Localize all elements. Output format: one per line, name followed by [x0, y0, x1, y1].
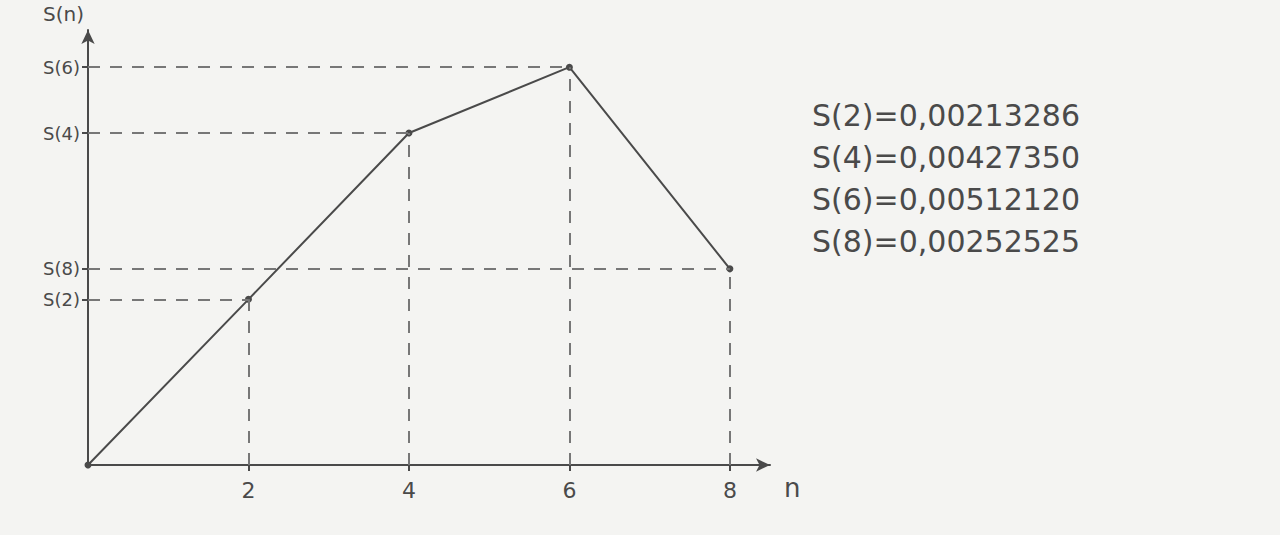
svg-text:4: 4: [402, 478, 416, 503]
svg-text:2: 2: [241, 478, 255, 503]
svg-text:8: 8: [723, 478, 737, 503]
svg-text:S(n): S(n): [43, 2, 84, 26]
svg-text:S(8)=0,00252525: S(8)=0,00252525: [812, 224, 1080, 259]
svg-text:S(6)=0,00512120: S(6)=0,00512120: [812, 182, 1080, 217]
svg-text:S(8): S(8): [43, 258, 80, 279]
svg-text:n: n: [784, 473, 800, 503]
svg-text:S(2): S(2): [43, 289, 80, 310]
svg-text:S(6): S(6): [43, 57, 80, 78]
svg-text:6: 6: [562, 478, 576, 503]
svg-text:S(4): S(4): [43, 123, 80, 144]
svg-text:S(2)=0,00213286: S(2)=0,00213286: [812, 98, 1080, 133]
svg-text:S(4)=0,00427350: S(4)=0,00427350: [812, 140, 1080, 175]
